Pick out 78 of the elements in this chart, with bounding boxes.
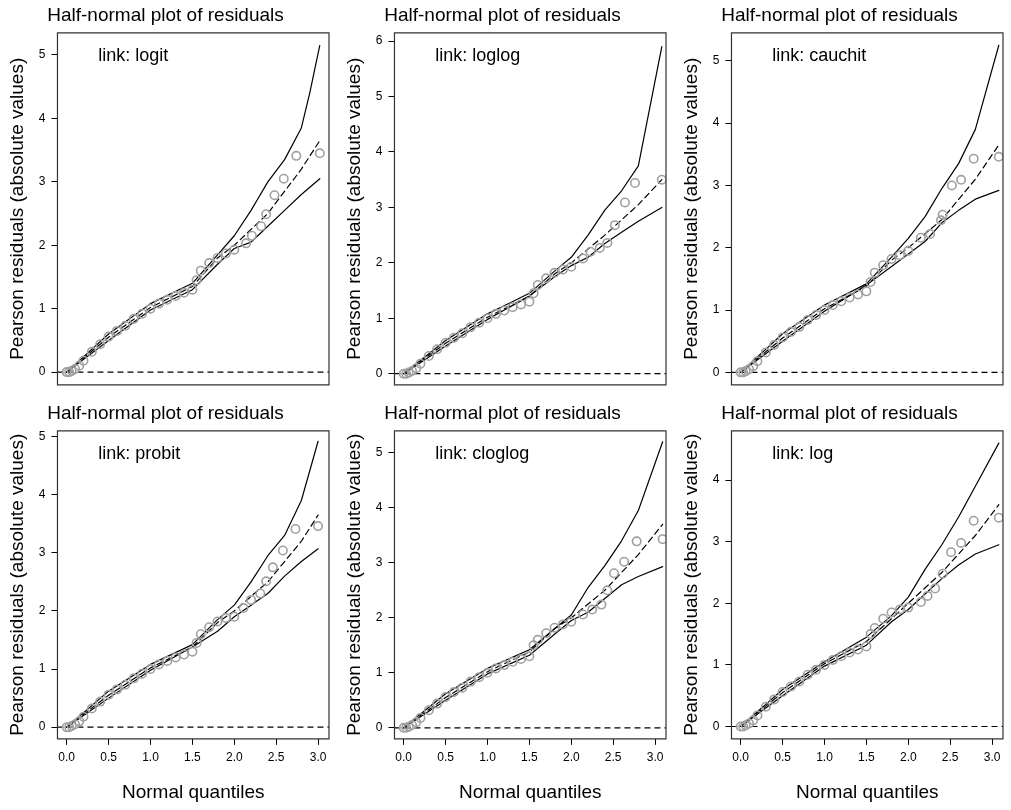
y-tick-label: 1 — [375, 665, 383, 680]
y-tick-label: 3 — [38, 174, 46, 189]
chart-title: Half-normal plot of residuals — [721, 3, 958, 25]
y-tick-label: 4 — [38, 110, 46, 125]
y-tick-label: 2 — [375, 255, 383, 270]
y-tick-label: 0 — [38, 364, 46, 379]
y-tick-label: 5 — [38, 428, 46, 443]
y-tick-label: 2 — [38, 603, 46, 618]
annotation: link: cloglog — [435, 442, 530, 463]
x-tick-label: 1.5 — [858, 750, 876, 765]
y-tick-label: 0 — [712, 364, 720, 379]
y-tick-label: 5 — [375, 445, 383, 460]
chart-title: Half-normal plot of residuals — [384, 401, 621, 423]
x-tick-label: 2.0 — [899, 750, 917, 765]
y-axis-title: Pearson residuals (absolute values) — [342, 57, 364, 360]
y-tick-label: 2 — [712, 595, 720, 610]
x-tick-label: 2.5 — [267, 750, 285, 765]
x-tick-label: 1.5 — [521, 750, 539, 765]
annotation: link: loglog — [435, 44, 521, 65]
y-tick-label: 3 — [38, 545, 46, 560]
y-tick-label: 1 — [38, 301, 46, 315]
x-tick-label: 0.0 — [732, 750, 750, 765]
y-tick-label: 0 — [375, 366, 383, 381]
x-tick-label: 2.5 — [941, 750, 959, 765]
y-tick-label: 4 — [375, 144, 383, 159]
x-tick-label: 3.0 — [646, 750, 664, 765]
annotation: link: log — [772, 442, 834, 463]
x-tick-label: 2.0 — [225, 750, 243, 765]
x-tick-label: 0.5 — [437, 750, 455, 765]
y-tick-label: 2 — [712, 240, 720, 255]
x-tick-label: 1.0 — [142, 750, 160, 765]
x-tick-label: 1.0 — [479, 750, 497, 765]
x-tick-label: 3.0 — [983, 750, 1001, 765]
y-tick-label: 2 — [38, 237, 46, 252]
x-tick-label: 2.0 — [562, 750, 580, 765]
y-tick-label: 3 — [712, 177, 720, 192]
x-axis-title: Normal quantiles — [458, 780, 602, 802]
y-tick-label: 4 — [712, 115, 720, 130]
y-tick-label: 5 — [712, 53, 720, 68]
y-tick-label: 0 — [375, 720, 383, 735]
y-tick-label: 5 — [38, 47, 46, 62]
annotation: link: logit — [98, 44, 169, 65]
y-tick-label: 4 — [38, 487, 46, 502]
chart-title: Half-normal plot of residuals — [47, 401, 284, 423]
y-tick-label: 4 — [712, 472, 720, 487]
x-tick-label: 1.0 — [816, 750, 834, 765]
y-tick-label: 1 — [712, 657, 720, 672]
y-axis-title: Pearson residuals (absolute values) — [5, 433, 27, 736]
y-tick-label: 2 — [375, 610, 383, 625]
x-axis-title: Normal quantiles — [121, 780, 265, 802]
y-tick-label: 4 — [375, 500, 383, 515]
y-tick-label: 1 — [712, 302, 720, 317]
chart-title: Half-normal plot of residuals — [384, 3, 621, 25]
y-tick-label: 6 — [375, 33, 383, 48]
chart-title: Half-normal plot of residuals — [47, 3, 284, 25]
x-tick-label: 2.5 — [604, 750, 622, 765]
annotation: link: probit — [98, 442, 181, 463]
annotation: link: cauchit — [772, 44, 867, 65]
x-tick-label: 0.5 — [100, 750, 118, 765]
y-axis-title: Pearson residuals (absolute values) — [342, 433, 364, 736]
x-tick-label: 0.5 — [774, 750, 792, 765]
y-tick-label: 3 — [375, 199, 383, 214]
y-tick-label: 0 — [38, 719, 46, 734]
y-tick-label: 3 — [712, 533, 720, 548]
y-axis-title: Pearson residuals (absolute values) — [679, 57, 701, 360]
y-tick-label: 0 — [712, 718, 720, 733]
y-tick-label: 1 — [38, 661, 46, 676]
y-axis-title: Pearson residuals (absolute values) — [5, 57, 27, 360]
y-axis-title: Pearson residuals (absolute values) — [679, 433, 701, 736]
y-tick-label: 1 — [375, 310, 383, 325]
x-tick-label: 0.0 — [395, 750, 413, 765]
y-tick-label: 5 — [375, 88, 383, 103]
y-tick-label: 3 — [375, 555, 383, 570]
x-tick-label: 0.0 — [58, 750, 76, 765]
x-tick-label: 3.0 — [309, 750, 327, 765]
chart-title: Half-normal plot of residuals — [721, 401, 958, 423]
x-tick-label: 1.5 — [184, 750, 202, 765]
x-axis-title: Normal quantiles — [795, 780, 939, 802]
